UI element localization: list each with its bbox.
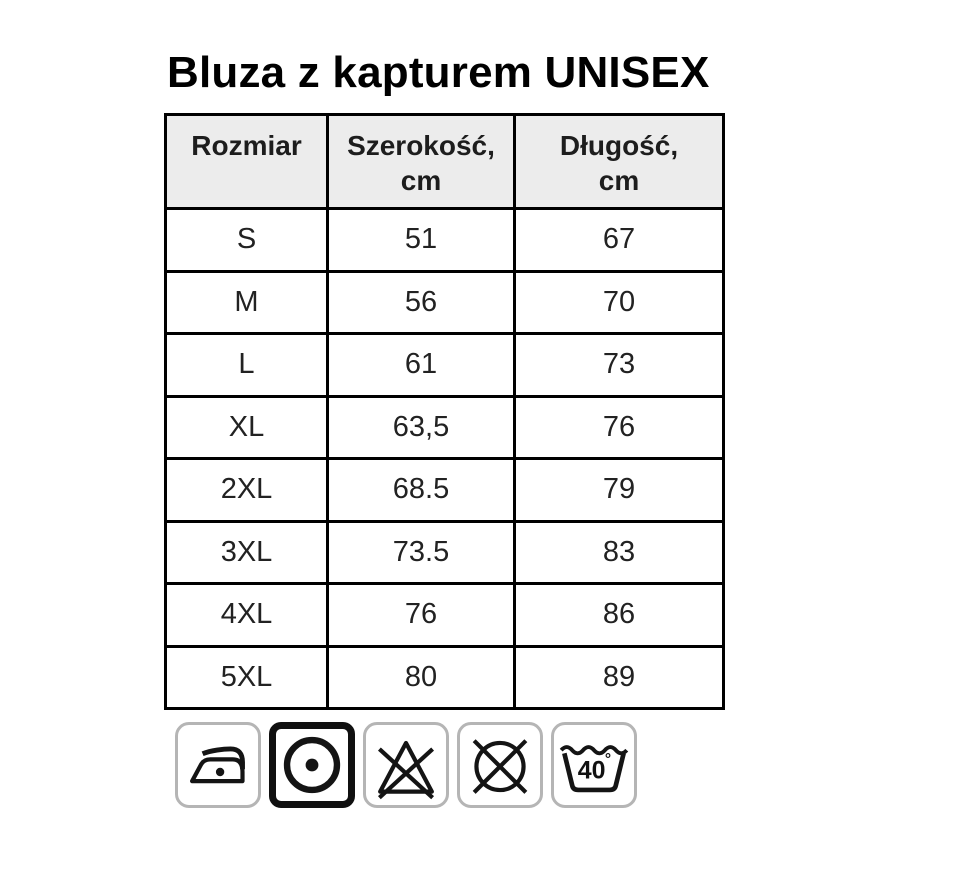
column-header-dlugosc: Długość, cm <box>513 113 725 210</box>
size-cell: S <box>164 207 329 273</box>
iron-low-temp-icon <box>190 746 245 784</box>
length-cell: 67 <box>513 207 725 273</box>
table-row: M 56 70 <box>164 269 725 335</box>
table-row: S 51 67 <box>164 207 725 273</box>
column-unit: cm <box>400 165 442 196</box>
size-cell: 3XL <box>164 519 329 585</box>
length-cell: 79 <box>513 457 725 523</box>
page-title: Bluza z kapturem UNISEX <box>167 48 710 97</box>
column-label: Rozmiar <box>191 130 302 161</box>
column-unit: cm <box>598 165 640 196</box>
care-tile <box>175 722 261 808</box>
care-icons-row: 40 ° <box>175 722 637 808</box>
column-header-rozmiar: Rozmiar <box>164 113 329 210</box>
width-cell: 80 <box>326 644 516 710</box>
table-row: 3XL 73.5 83 <box>164 519 725 585</box>
width-cell: 68.5 <box>326 457 516 523</box>
size-cell: M <box>164 269 329 335</box>
length-cell: 70 <box>513 269 725 335</box>
table-row: L 61 73 <box>164 332 725 398</box>
size-cell: XL <box>164 394 329 460</box>
column-label: Szerokość, <box>347 130 495 161</box>
care-tile: 40 ° <box>551 722 637 808</box>
length-cell: 83 <box>513 519 725 585</box>
table-row: XL 63,5 76 <box>164 394 725 460</box>
care-tile <box>363 722 449 808</box>
size-table-body: S 51 67 M 56 70 L 61 73 XL 63,5 76 2XL 6 <box>164 207 725 710</box>
column-header-szerokosc: Szerokość, cm <box>326 113 516 210</box>
machine-wash-40-icon: 40 ° <box>559 745 629 793</box>
length-cell: 89 <box>513 644 725 710</box>
table-row: 4XL 76 86 <box>164 582 725 648</box>
size-table-header: Rozmiar Szerokość, cm Długość, cm <box>164 113 725 210</box>
length-cell: 76 <box>513 394 725 460</box>
length-cell: 73 <box>513 332 725 398</box>
width-cell: 73.5 <box>326 519 516 585</box>
table-row: 2XL 68.5 79 <box>164 457 725 523</box>
width-cell: 56 <box>326 269 516 335</box>
header-row: Rozmiar Szerokość, cm Długość, cm <box>164 113 725 210</box>
width-cell: 63,5 <box>326 394 516 460</box>
wash-temperature-label: 40 <box>578 756 606 784</box>
width-cell: 61 <box>326 332 516 398</box>
degree-symbol: ° <box>605 751 611 768</box>
care-tile <box>269 722 355 808</box>
size-cell: 5XL <box>164 644 329 710</box>
table-row: 5XL 80 89 <box>164 644 725 710</box>
do-not-dry-clean-icon <box>472 739 528 794</box>
size-cell: 4XL <box>164 582 329 648</box>
length-cell: 86 <box>513 582 725 648</box>
width-cell: 51 <box>326 207 516 273</box>
size-table: Rozmiar Szerokość, cm Długość, cm S 51 6… <box>164 113 725 710</box>
size-cell: 2XL <box>164 457 329 523</box>
care-tile <box>457 722 543 808</box>
do-not-bleach-icon <box>377 740 435 800</box>
size-cell: L <box>164 332 329 398</box>
tumble-dry-low-heat-icon <box>283 736 341 794</box>
width-cell: 76 <box>326 582 516 648</box>
column-label: Długość, <box>559 130 679 161</box>
